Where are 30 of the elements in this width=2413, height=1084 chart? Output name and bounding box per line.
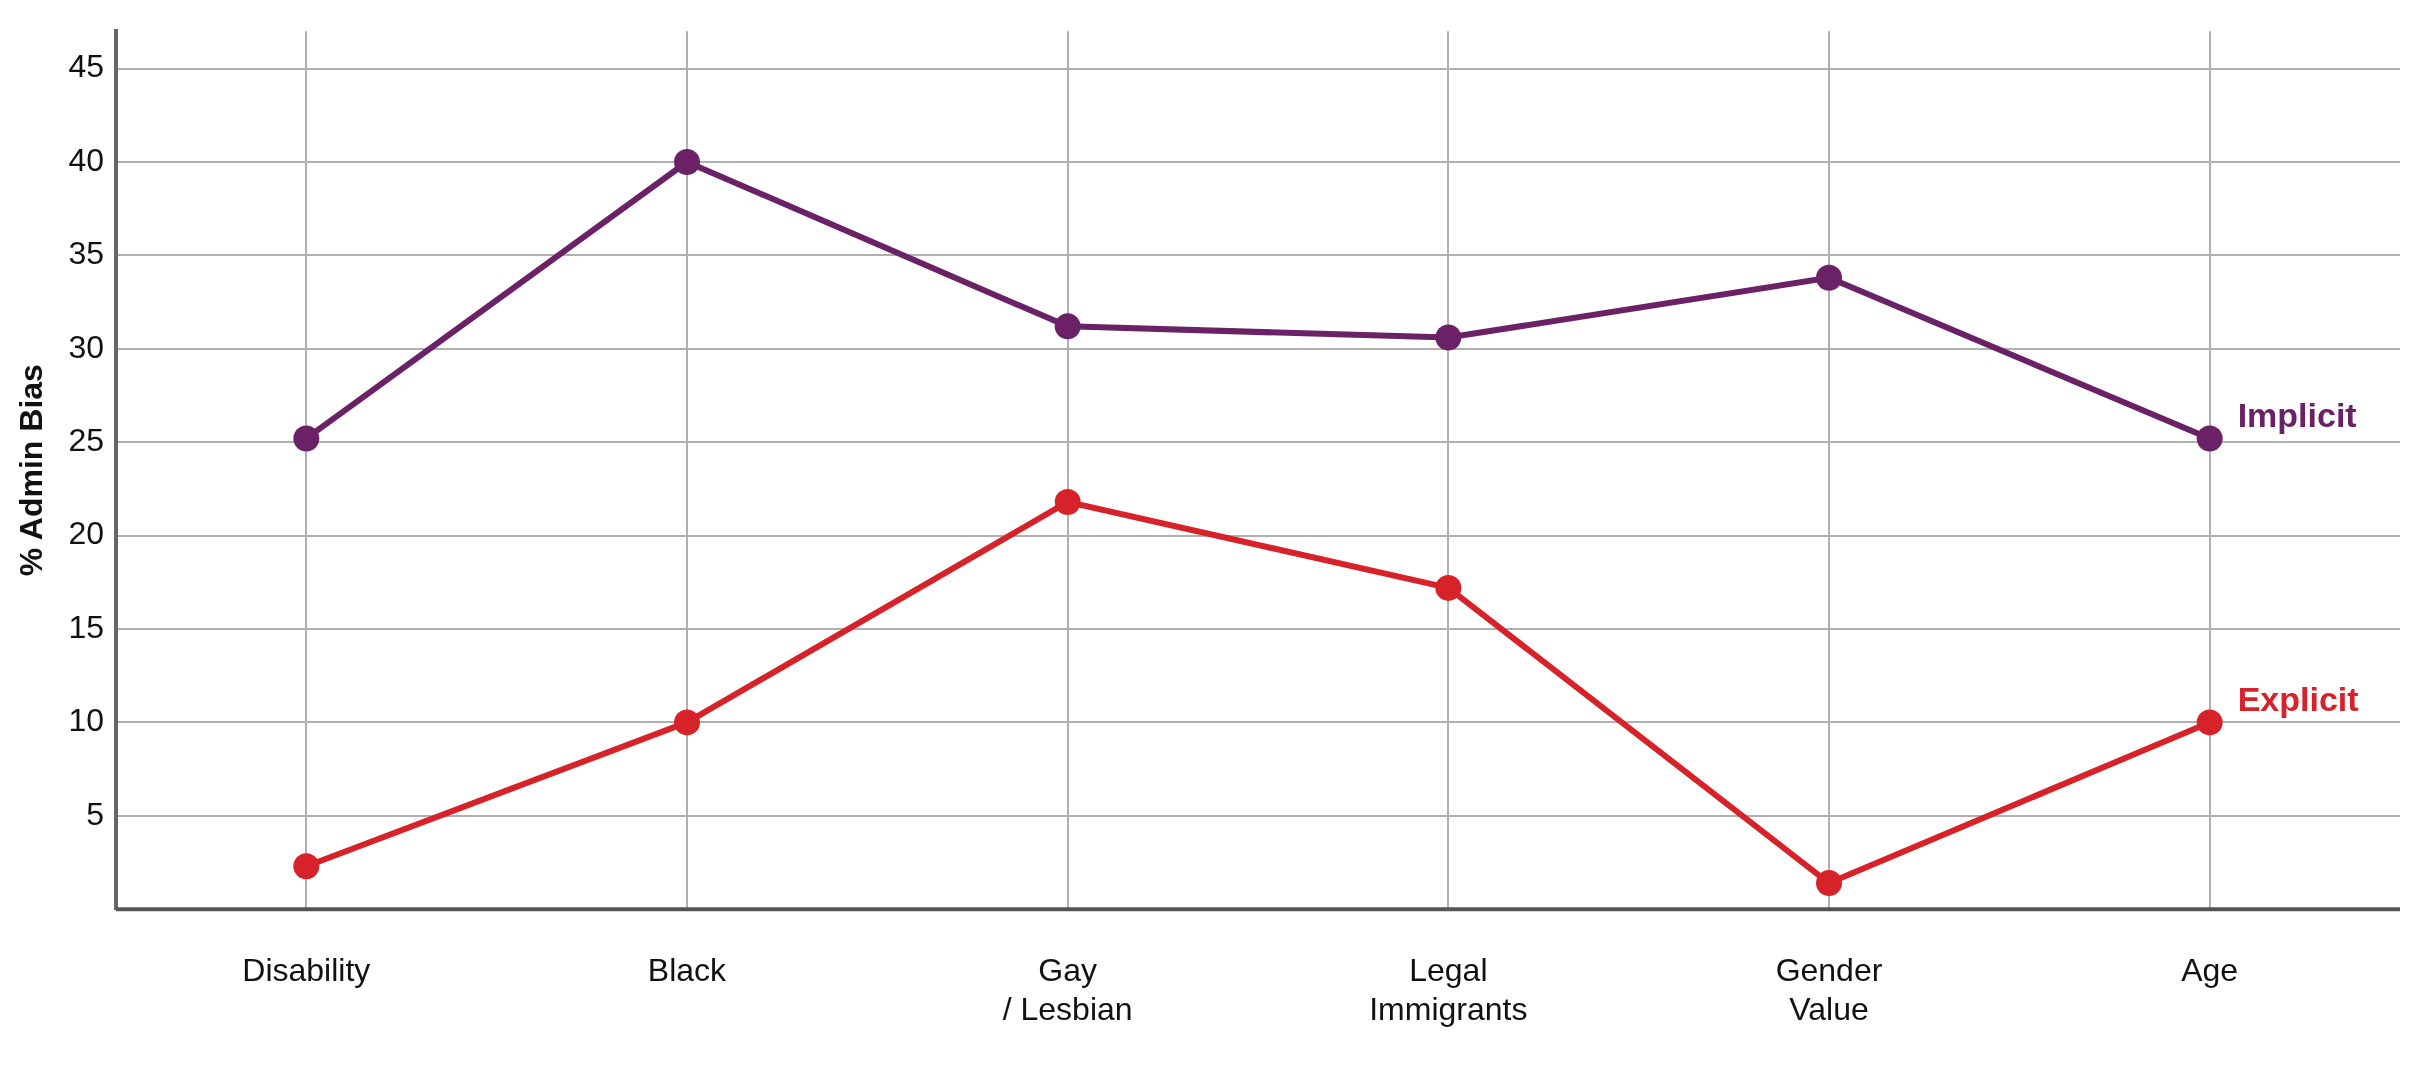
y-tick-label: 20 (68, 515, 104, 552)
series-label: Implicit (2237, 395, 2357, 434)
y-tick-label: 10 (68, 702, 104, 739)
y-tick-label: 5 (86, 795, 104, 832)
y-tick-label: 45 (68, 48, 104, 85)
point (1816, 870, 1842, 897)
y-tick-label: 30 (68, 328, 104, 365)
x-tick-label: Gay / Lesbian (1002, 952, 1133, 1027)
x-tick-label: Age (2181, 952, 2239, 989)
point (2196, 709, 2223, 736)
point (1435, 324, 1462, 351)
y-tick-label: 15 (68, 608, 104, 645)
point (1435, 574, 1462, 601)
point (293, 853, 320, 880)
point (674, 709, 700, 736)
y-tick-label: 35 (68, 235, 104, 272)
point (1054, 488, 1081, 515)
x-tick-label: Legal Immigrants (1369, 952, 1528, 1027)
point (1054, 313, 1081, 340)
y-tick-label: 25 (68, 422, 104, 459)
x-tick-label: Gender Value (1775, 952, 1883, 1027)
point (293, 425, 320, 452)
point (674, 148, 700, 175)
x-tick-label: Black (647, 952, 728, 989)
y-tick-label: 40 (68, 141, 104, 178)
x-tick-label: Disability (242, 952, 371, 989)
point (1816, 264, 1842, 291)
series-label: Explicit (2237, 679, 2359, 718)
y-axis-title: % Admin Bias (13, 364, 50, 577)
point (2196, 425, 2223, 452)
